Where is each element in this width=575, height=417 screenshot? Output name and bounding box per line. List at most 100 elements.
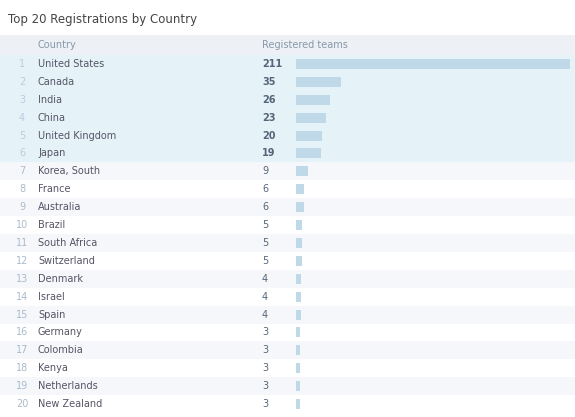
Text: Brazil: Brazil	[38, 220, 65, 230]
Text: 1: 1	[19, 59, 25, 69]
FancyBboxPatch shape	[296, 345, 300, 355]
FancyBboxPatch shape	[296, 399, 300, 409]
Text: 3: 3	[262, 381, 268, 391]
FancyBboxPatch shape	[296, 202, 304, 212]
Text: Japan: Japan	[38, 148, 66, 158]
Text: United Kingdom: United Kingdom	[38, 131, 116, 141]
FancyBboxPatch shape	[0, 91, 575, 109]
FancyBboxPatch shape	[0, 180, 575, 198]
Text: 17: 17	[16, 345, 28, 355]
Text: 3: 3	[262, 327, 268, 337]
FancyBboxPatch shape	[296, 220, 302, 230]
Text: 5: 5	[262, 220, 269, 230]
FancyBboxPatch shape	[296, 291, 301, 301]
Text: 18: 18	[16, 363, 28, 373]
Text: Canada: Canada	[38, 77, 75, 87]
Text: 3: 3	[262, 345, 268, 355]
FancyBboxPatch shape	[296, 256, 302, 266]
FancyBboxPatch shape	[296, 363, 300, 373]
FancyBboxPatch shape	[0, 324, 575, 342]
FancyBboxPatch shape	[296, 95, 330, 105]
Text: 3: 3	[262, 363, 268, 373]
Text: 15: 15	[16, 309, 28, 319]
Text: South Africa: South Africa	[38, 238, 97, 248]
FancyBboxPatch shape	[0, 145, 575, 162]
Text: 20: 20	[262, 131, 275, 141]
Text: 5: 5	[262, 238, 269, 248]
Text: 8: 8	[19, 184, 25, 194]
FancyBboxPatch shape	[296, 327, 300, 337]
FancyBboxPatch shape	[0, 288, 575, 306]
FancyBboxPatch shape	[296, 274, 301, 284]
FancyBboxPatch shape	[296, 238, 302, 248]
FancyBboxPatch shape	[0, 234, 575, 252]
FancyBboxPatch shape	[296, 77, 342, 87]
Text: 10: 10	[16, 220, 28, 230]
Text: Colombia: Colombia	[38, 345, 84, 355]
Text: France: France	[38, 184, 71, 194]
FancyBboxPatch shape	[296, 381, 300, 391]
Text: 20: 20	[16, 399, 28, 409]
Text: 4: 4	[19, 113, 25, 123]
Text: 2: 2	[19, 77, 25, 87]
FancyBboxPatch shape	[0, 73, 575, 91]
Text: 4: 4	[262, 274, 268, 284]
FancyBboxPatch shape	[0, 252, 575, 270]
Text: 26: 26	[262, 95, 275, 105]
FancyBboxPatch shape	[0, 377, 575, 395]
FancyBboxPatch shape	[0, 127, 575, 145]
FancyBboxPatch shape	[296, 309, 301, 319]
FancyBboxPatch shape	[0, 198, 575, 216]
Text: 211: 211	[262, 59, 282, 69]
Text: Israel: Israel	[38, 291, 65, 301]
Text: 19: 19	[16, 381, 28, 391]
Text: 16: 16	[16, 327, 28, 337]
Text: China: China	[38, 113, 66, 123]
Text: 19: 19	[262, 148, 275, 158]
Text: 7: 7	[19, 166, 25, 176]
Text: 5: 5	[19, 131, 25, 141]
FancyBboxPatch shape	[0, 342, 575, 359]
Text: New Zealand: New Zealand	[38, 399, 102, 409]
Text: 6: 6	[262, 202, 268, 212]
FancyBboxPatch shape	[0, 35, 575, 55]
Text: 6: 6	[19, 148, 25, 158]
Text: Country: Country	[38, 40, 76, 50]
Text: United States: United States	[38, 59, 104, 69]
FancyBboxPatch shape	[0, 109, 575, 127]
Text: Top 20 Registrations by Country: Top 20 Registrations by Country	[8, 13, 197, 25]
Text: 12: 12	[16, 256, 28, 266]
FancyBboxPatch shape	[0, 306, 575, 324]
FancyBboxPatch shape	[296, 148, 321, 158]
FancyBboxPatch shape	[296, 131, 322, 141]
FancyBboxPatch shape	[296, 166, 308, 176]
Text: 3: 3	[19, 95, 25, 105]
Text: Denmark: Denmark	[38, 274, 83, 284]
FancyBboxPatch shape	[296, 184, 304, 194]
Text: Switzerland: Switzerland	[38, 256, 95, 266]
Text: 11: 11	[16, 238, 28, 248]
Text: 14: 14	[16, 291, 28, 301]
Text: 9: 9	[19, 202, 25, 212]
Text: 9: 9	[262, 166, 268, 176]
Text: Registered teams: Registered teams	[262, 40, 348, 50]
FancyBboxPatch shape	[0, 162, 575, 180]
FancyBboxPatch shape	[0, 216, 575, 234]
Text: Netherlands: Netherlands	[38, 381, 98, 391]
FancyBboxPatch shape	[0, 359, 575, 377]
Text: India: India	[38, 95, 62, 105]
Text: 4: 4	[262, 309, 268, 319]
Text: Kenya: Kenya	[38, 363, 68, 373]
FancyBboxPatch shape	[0, 55, 575, 73]
FancyBboxPatch shape	[0, 270, 575, 288]
Text: 35: 35	[262, 77, 275, 87]
FancyBboxPatch shape	[296, 59, 570, 69]
Text: Australia: Australia	[38, 202, 82, 212]
Text: 23: 23	[262, 113, 275, 123]
Text: Germany: Germany	[38, 327, 83, 337]
Text: 4: 4	[262, 291, 268, 301]
Text: 3: 3	[262, 399, 268, 409]
Text: Korea, South: Korea, South	[38, 166, 100, 176]
Text: 5: 5	[262, 256, 269, 266]
Text: 6: 6	[262, 184, 268, 194]
